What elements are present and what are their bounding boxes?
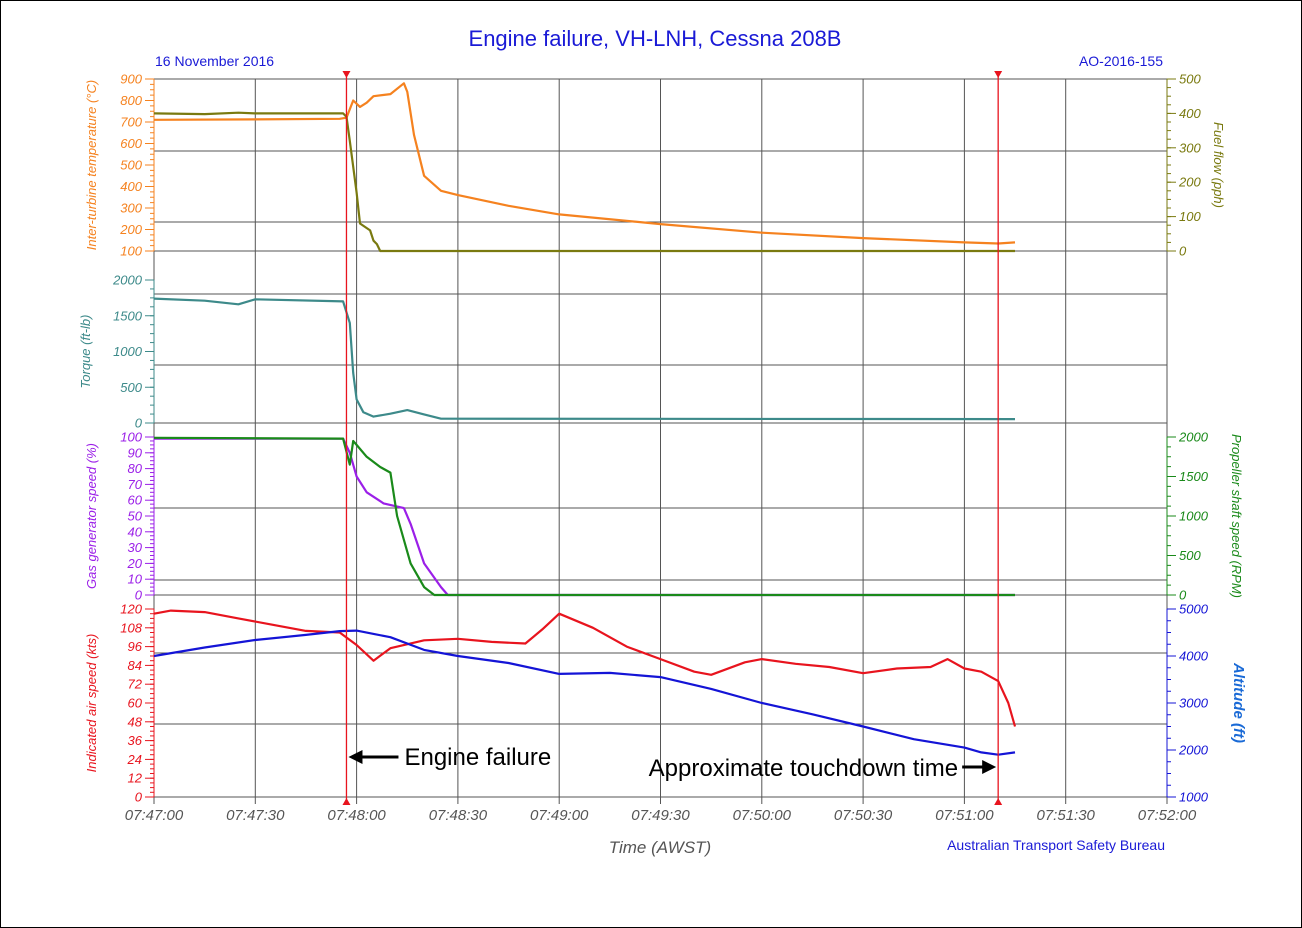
right-axis-tick-label: 200 xyxy=(1178,175,1201,190)
series-line-purple xyxy=(154,437,1015,597)
left-axis-title: Torque (ft-lb) xyxy=(78,315,93,389)
right-axis-tick-label: 500 xyxy=(1179,548,1201,563)
series-line-olive xyxy=(153,111,1015,253)
event-marker-top-triangle xyxy=(994,71,1003,78)
flight-date: 16 November 2016 xyxy=(155,53,274,69)
left-axis-tick-label: 0 xyxy=(135,790,143,805)
left-axis-tick-label: 20 xyxy=(127,556,143,571)
left-axis-tick-label: 60 xyxy=(128,493,143,508)
arrow-head-icon xyxy=(982,760,997,774)
series-line-orange xyxy=(153,82,1016,245)
left-axis-tick-label: 800 xyxy=(120,93,142,108)
left-axis-tick-label: 48 xyxy=(128,714,143,729)
series-line-teal xyxy=(153,297,1016,421)
x-tick-label: 07:48:00 xyxy=(327,807,386,824)
left-axis-tick-label: 700 xyxy=(120,115,142,130)
x-tick-label: 07:48:30 xyxy=(429,807,488,824)
report-id: AO-2016-155 xyxy=(1079,53,1163,69)
x-tick-label: 07:47:00 xyxy=(125,807,184,824)
left-axis-tick-label: 96 xyxy=(128,639,143,654)
credit-text: Australian Transport Safety Bureau xyxy=(947,837,1165,853)
right-axis-tick-label: 1500 xyxy=(1179,469,1209,484)
left-axis-tick-label: 70 xyxy=(128,477,143,492)
x-tick-label: 07:49:30 xyxy=(631,807,690,824)
series-line-red xyxy=(153,609,1017,727)
right-axis-title: Fuel flow (pph) xyxy=(1211,122,1226,208)
left-axis-tick-label: 60 xyxy=(128,696,143,711)
left-axis-title: Inter-turbine temperature (°C) xyxy=(84,80,99,250)
right-axis-tick-label: 0 xyxy=(1179,244,1187,259)
right-axis-tick-label: 500 xyxy=(1179,72,1201,87)
right-axis-title: Altitude (ft) xyxy=(1230,662,1247,743)
left-axis-tick-label: 600 xyxy=(120,136,142,151)
left-axis-tick-label: 200 xyxy=(119,222,142,237)
left-axis-tick-label: 0 xyxy=(135,416,143,431)
left-axis-tick-label: 0 xyxy=(135,588,143,603)
plot-area: 07:47:00 07:47:30 07:48:00 07:48:30 07:49:00… xyxy=(78,71,1247,824)
left-axis-tick-label: 400 xyxy=(120,179,142,194)
right-axis-tick-label: 400 xyxy=(1179,106,1201,121)
x-tick-label: 07:51:30 xyxy=(1037,807,1096,824)
left-axis-tick-label: 30 xyxy=(128,540,143,555)
right-axis-tick-label: 100 xyxy=(1179,209,1201,224)
left-axis-tick-label: 2000 xyxy=(112,273,143,288)
right-axis-tick-label: 300 xyxy=(1179,140,1201,155)
arrow-head-icon xyxy=(348,750,363,764)
x-tick-label: 07:47:30 xyxy=(226,807,285,824)
left-axis-title: Indicated air speed (kts) xyxy=(84,634,99,773)
left-axis-title: Gas generator speed (%) xyxy=(84,443,99,589)
left-axis-tick-label: 500 xyxy=(120,158,142,173)
chart-title: Engine failure, VH-LNH, Cessna 208B xyxy=(469,26,842,51)
left-axis-tick-label: 1000 xyxy=(113,344,143,359)
engine-failure-label: Engine failure xyxy=(404,744,551,771)
x-tick-label: 07:52:00 xyxy=(1138,807,1197,824)
event-marker-bottom-triangle xyxy=(994,798,1003,805)
series-line-blue xyxy=(153,629,1016,756)
left-axis-tick-label: 72 xyxy=(128,677,143,692)
left-axis-tick-label: 84 xyxy=(128,658,142,673)
right-axis-tick-label: 0 xyxy=(1179,588,1187,603)
left-axis-tick-label: 1500 xyxy=(113,308,143,323)
left-axis-tick-label: 36 xyxy=(128,733,143,748)
right-axis-tick-label: 5000 xyxy=(1179,602,1209,617)
touchdown-label: Approximate touchdown time xyxy=(649,755,959,782)
left-axis-tick-label: 12 xyxy=(128,771,143,786)
event-marker-top-triangle xyxy=(342,71,351,78)
left-axis-tick-label: 50 xyxy=(128,509,143,524)
right-axis-tick-label: 3000 xyxy=(1179,696,1209,711)
x-axis-label: Time (AWST) xyxy=(609,838,711,857)
x-tick-label: 07:50:00 xyxy=(733,807,792,824)
right-axis-tick-label: 4000 xyxy=(1179,649,1209,664)
left-axis-tick-label: 80 xyxy=(128,461,143,476)
left-axis-tick-label: 90 xyxy=(128,445,143,460)
left-axis-tick-label: 300 xyxy=(120,201,142,216)
left-axis-tick-label: 24 xyxy=(127,752,142,767)
right-axis-tick-label: 2000 xyxy=(1178,743,1209,758)
right-axis-tick-label: 2000 xyxy=(1178,430,1209,445)
x-tick-label: 07:50:30 xyxy=(834,807,893,824)
left-axis-tick-label: 100 xyxy=(120,430,142,445)
right-axis-title: Propeller shaft speed (RPM) xyxy=(1229,434,1244,598)
left-axis-tick-label: 108 xyxy=(120,620,142,635)
right-axis-tick-label: 1000 xyxy=(1179,509,1209,524)
x-tick-label: 07:51:00 xyxy=(935,807,994,824)
left-axis-tick-label: 10 xyxy=(128,572,143,587)
left-axis-tick-label: 40 xyxy=(128,524,143,539)
left-axis-tick-label: 100 xyxy=(120,244,142,259)
left-axis-tick-label: 500 xyxy=(120,380,142,395)
right-axis-tick-label: 1000 xyxy=(1179,790,1209,805)
x-tick-label: 07:49:00 xyxy=(530,807,589,824)
left-axis-tick-label: 120 xyxy=(120,602,142,617)
left-axis-tick-label: 900 xyxy=(120,72,142,87)
event-marker-bottom-triangle xyxy=(342,798,351,805)
series-line-green xyxy=(153,436,1015,597)
